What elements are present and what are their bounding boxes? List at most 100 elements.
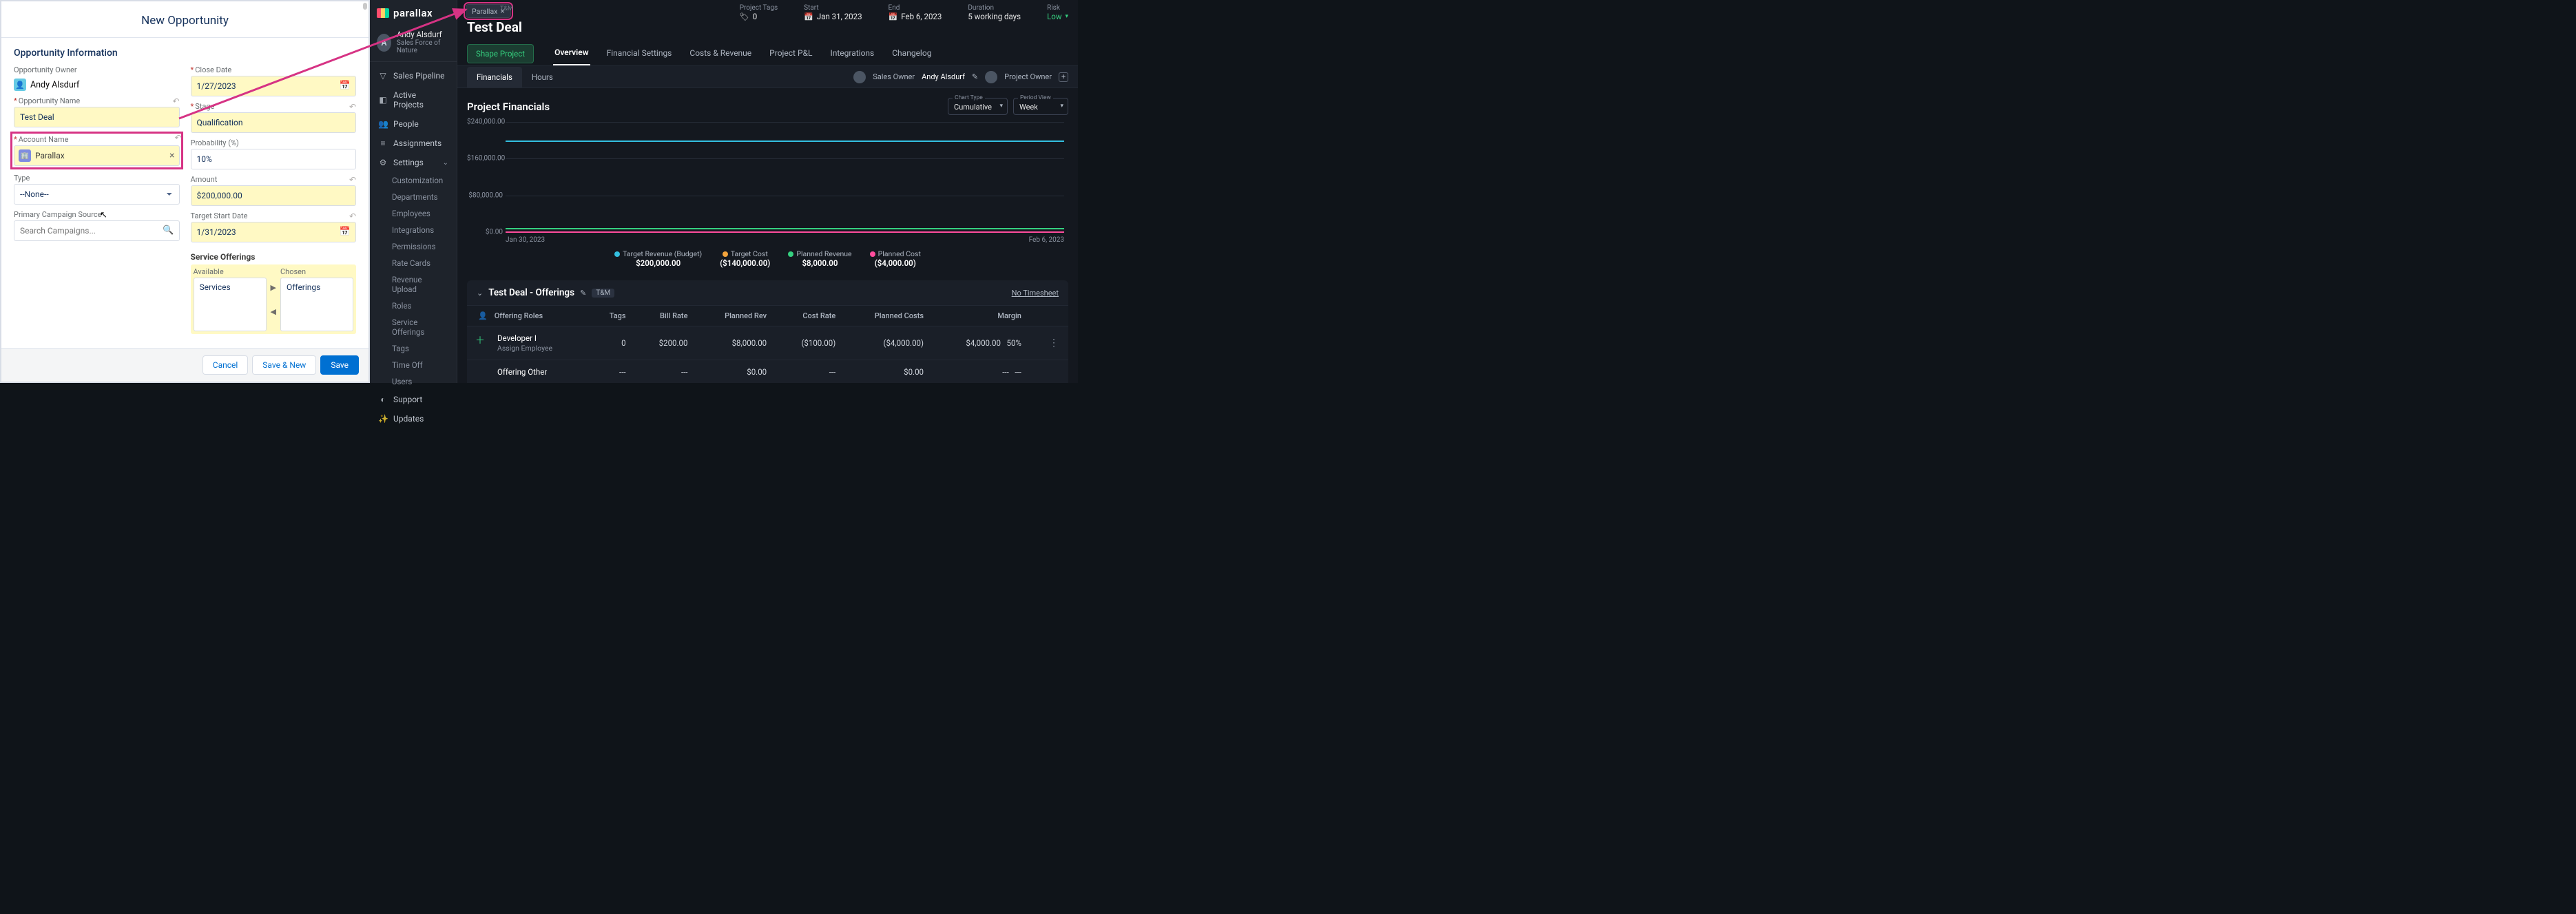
chart-y-label: $0.00 xyxy=(467,229,503,236)
col-tags: Tags xyxy=(590,306,636,326)
save-and-new-button[interactable]: Save & New xyxy=(252,355,316,375)
sidebar-user[interactable]: A Andy Alsdurf Sales Force of Nature xyxy=(370,25,457,62)
brand-logo[interactable]: parallax xyxy=(370,0,457,25)
undo-icon[interactable]: ↶ xyxy=(174,133,181,143)
role-name: Offering Other xyxy=(497,367,547,377)
input-opportunity-name[interactable] xyxy=(14,107,180,127)
cell-cost-rate: ($100.00) xyxy=(776,326,845,360)
nav-sales-pipeline[interactable]: ▽Sales Pipeline xyxy=(370,66,457,85)
lookup-account[interactable]: 🏢 Parallax × xyxy=(14,145,180,166)
edit-sales-owner-icon[interactable]: ✎ xyxy=(972,72,978,81)
select-period-view[interactable]: Period ViewWeek xyxy=(1013,98,1068,115)
chart-x-start: Jan 30, 2023 xyxy=(506,236,545,244)
nav-settings-service-offerings[interactable]: Service Offerings xyxy=(384,314,457,340)
nav-support[interactable]: ◐Support xyxy=(370,390,457,409)
updates-icon: ✨ xyxy=(378,414,388,424)
tab-financial-settings[interactable]: Financial Settings xyxy=(605,43,674,65)
label-probability: Probability (%) xyxy=(191,138,357,147)
assign-employee-link[interactable]: Assign Employee xyxy=(497,344,552,353)
input-amount[interactable] xyxy=(191,185,357,206)
shape-project-button[interactable]: Shape Project xyxy=(467,44,534,63)
tab-overview[interactable]: Overview xyxy=(553,42,590,65)
cancel-button[interactable]: Cancel xyxy=(202,355,249,375)
owner-avatar-icon: 👤 xyxy=(14,79,26,91)
calendar-icon: 📅 xyxy=(889,12,898,21)
financials-title: Project Financials xyxy=(467,101,550,113)
offerings-edit-icon[interactable]: ✎ xyxy=(580,289,586,298)
no-timesheet-link[interactable]: No Timesheet xyxy=(1012,289,1059,298)
select-stage[interactable]: Qualification xyxy=(191,112,357,133)
add-role-icon[interactable]: ＋ xyxy=(475,333,485,347)
undo-icon[interactable]: ↶ xyxy=(349,175,356,185)
col-offering-roles: 👤Offering Roles xyxy=(467,306,590,326)
chart-x-end: Feb 6, 2023 xyxy=(1029,236,1064,244)
cell-tags: --- xyxy=(590,360,636,384)
so-move-left-icon[interactable]: ◀ xyxy=(271,307,276,316)
col-margin: Margin xyxy=(933,306,1031,326)
nav-settings-revenue-upload[interactable]: Revenue Upload xyxy=(384,271,457,298)
cell-cost-rate: --- xyxy=(776,360,845,384)
select-type[interactable]: --None-- xyxy=(14,184,180,205)
undo-icon[interactable]: ↶ xyxy=(349,102,356,112)
tab-project-pl[interactable]: Project P&L xyxy=(768,43,813,65)
nav-settings-users[interactable]: Users xyxy=(384,373,457,390)
nav-settings-employees[interactable]: Employees xyxy=(384,205,457,222)
nav-settings-rate-cards[interactable]: Rate Cards xyxy=(384,255,457,271)
chart-series-line xyxy=(506,141,1064,142)
input-probability[interactable] xyxy=(191,149,357,169)
tab-integrations[interactable]: Integrations xyxy=(829,43,875,65)
legend-item: Planned Revenue$8,000.00 xyxy=(788,249,851,268)
label-target-start: Target Start Date xyxy=(191,211,357,220)
modal-title: New Opportunity xyxy=(1,1,368,38)
cell-bill-rate: $200.00 xyxy=(636,326,698,360)
chart-series-line xyxy=(506,228,1064,229)
tab-changelog[interactable]: Changelog xyxy=(891,43,933,65)
so-move-right-icon[interactable]: ▶ xyxy=(271,283,276,292)
meta-start-label: Start xyxy=(804,4,862,12)
undo-icon[interactable]: ↶ xyxy=(349,211,356,221)
save-button[interactable]: Save xyxy=(320,355,359,375)
input-target-start[interactable] xyxy=(191,222,357,242)
nav-people[interactable]: 👥People xyxy=(370,114,457,134)
nav-settings-customization[interactable]: Customization xyxy=(384,172,457,189)
subtab-financials[interactable]: Financials xyxy=(467,67,522,87)
select-chart-type[interactable]: Chart TypeCumulative xyxy=(948,98,1008,115)
funnel-icon: ▽ xyxy=(378,71,388,81)
add-project-owner-button[interactable]: + xyxy=(1059,72,1068,82)
offerings-collapse-icon[interactable]: ⌄ xyxy=(477,289,483,298)
clear-account-icon[interactable]: × xyxy=(169,150,174,161)
sales-owner-label: Sales Owner xyxy=(873,72,915,81)
nav-active-projects[interactable]: ◧Active Projects xyxy=(370,85,457,114)
label-close-date: Close Date xyxy=(191,65,357,74)
so-available-list[interactable]: Services xyxy=(194,278,267,331)
input-campaign[interactable] xyxy=(14,220,180,241)
so-chosen-list[interactable]: Offerings xyxy=(280,278,353,331)
tab-costs-revenue[interactable]: Costs & Revenue xyxy=(688,43,753,65)
input-close-date[interactable] xyxy=(191,76,357,96)
undo-icon[interactable]: ↶ xyxy=(172,96,179,106)
nav-settings-roles[interactable]: Roles xyxy=(384,298,457,314)
label-type: Type xyxy=(14,174,180,183)
nav-updates[interactable]: ✨Updates xyxy=(370,409,457,428)
nav-settings-integrations[interactable]: Integrations xyxy=(384,222,457,238)
subtab-hours[interactable]: Hours xyxy=(522,67,563,87)
legend-item: Target Revenue (Budget)$200,000.00 xyxy=(614,249,702,268)
nav-settings-departments[interactable]: Departments xyxy=(384,189,457,205)
nav-assignments[interactable]: ≡Assignments xyxy=(370,134,457,153)
offerings-type-pill: T&M xyxy=(592,289,614,298)
nav-settings-tags[interactable]: Tags xyxy=(384,340,457,357)
legend-item: Target Cost($140,000.00) xyxy=(720,249,770,268)
project-title: Test Deal xyxy=(467,19,1068,35)
modal-scrollbar[interactable] xyxy=(363,3,367,10)
project-owner-avatar xyxy=(985,71,997,83)
sidebar: parallax A Andy Alsdurf Sales Force of N… xyxy=(370,0,457,383)
section-opportunity-info: Opportunity Information xyxy=(14,48,356,59)
row-menu-icon[interactable]: ⋮ xyxy=(1049,337,1059,349)
chevron-down-icon[interactable]: ▾ xyxy=(1065,13,1068,20)
table-row: ＋ Developer I Assign Employee 0 $200.00 … xyxy=(467,326,1068,360)
meta-risk-label: Risk xyxy=(1047,4,1068,12)
nav-settings[interactable]: ⚙Settings ⌄ xyxy=(370,153,457,172)
meta-tags-label: Project Tags xyxy=(740,4,778,12)
nav-settings-time-off[interactable]: Time Off xyxy=(384,357,457,373)
nav-settings-permissions[interactable]: Permissions xyxy=(384,238,457,255)
